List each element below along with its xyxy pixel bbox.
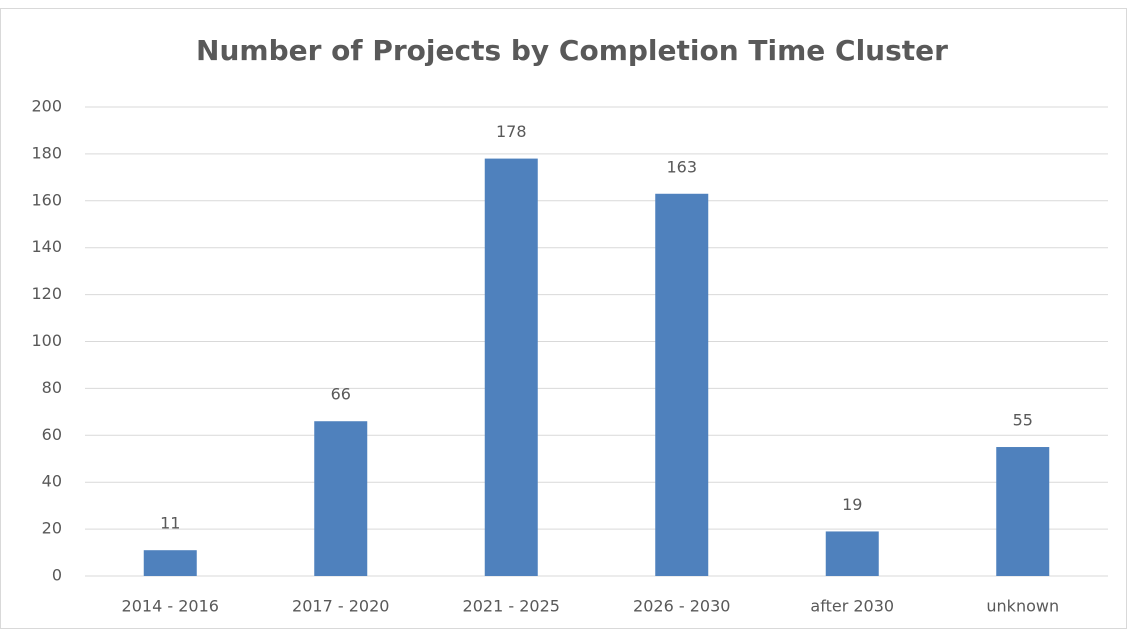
x-tick-label: unknown xyxy=(986,597,1059,616)
bar xyxy=(484,158,538,576)
bar xyxy=(655,193,709,576)
y-tick-label: 100 xyxy=(31,331,62,350)
data-label: 163 xyxy=(666,157,697,176)
y-tick-label: 140 xyxy=(31,237,62,256)
chart-border xyxy=(0,8,1127,629)
y-tick-label: 20 xyxy=(42,519,62,538)
bar xyxy=(143,550,197,576)
x-tick-label: after 2030 xyxy=(810,597,894,616)
bar xyxy=(314,421,368,576)
data-label: 66 xyxy=(331,385,351,404)
bar xyxy=(825,531,879,576)
data-label: 178 xyxy=(496,122,527,141)
x-tick-label: 2026 - 2030 xyxy=(633,597,730,616)
bar xyxy=(996,447,1050,576)
y-tick-label: 40 xyxy=(42,472,62,491)
chart-title: Number of Projects by Completion Time Cl… xyxy=(196,34,948,67)
x-tick-label: 2017 - 2020 xyxy=(292,597,389,616)
data-label: 19 xyxy=(842,495,862,514)
x-tick-label: 2014 - 2016 xyxy=(122,597,219,616)
x-tick-label: 2021 - 2025 xyxy=(463,597,560,616)
y-tick-label: 60 xyxy=(42,425,62,444)
data-label: 11 xyxy=(160,514,180,533)
y-tick-label: 160 xyxy=(31,190,62,209)
y-tick-label: 0 xyxy=(52,566,62,585)
y-tick-label: 200 xyxy=(31,97,62,116)
y-tick-label: 180 xyxy=(31,143,62,162)
data-label: 55 xyxy=(1013,411,1033,430)
y-tick-label: 120 xyxy=(31,284,62,303)
y-tick-label: 80 xyxy=(42,378,62,397)
